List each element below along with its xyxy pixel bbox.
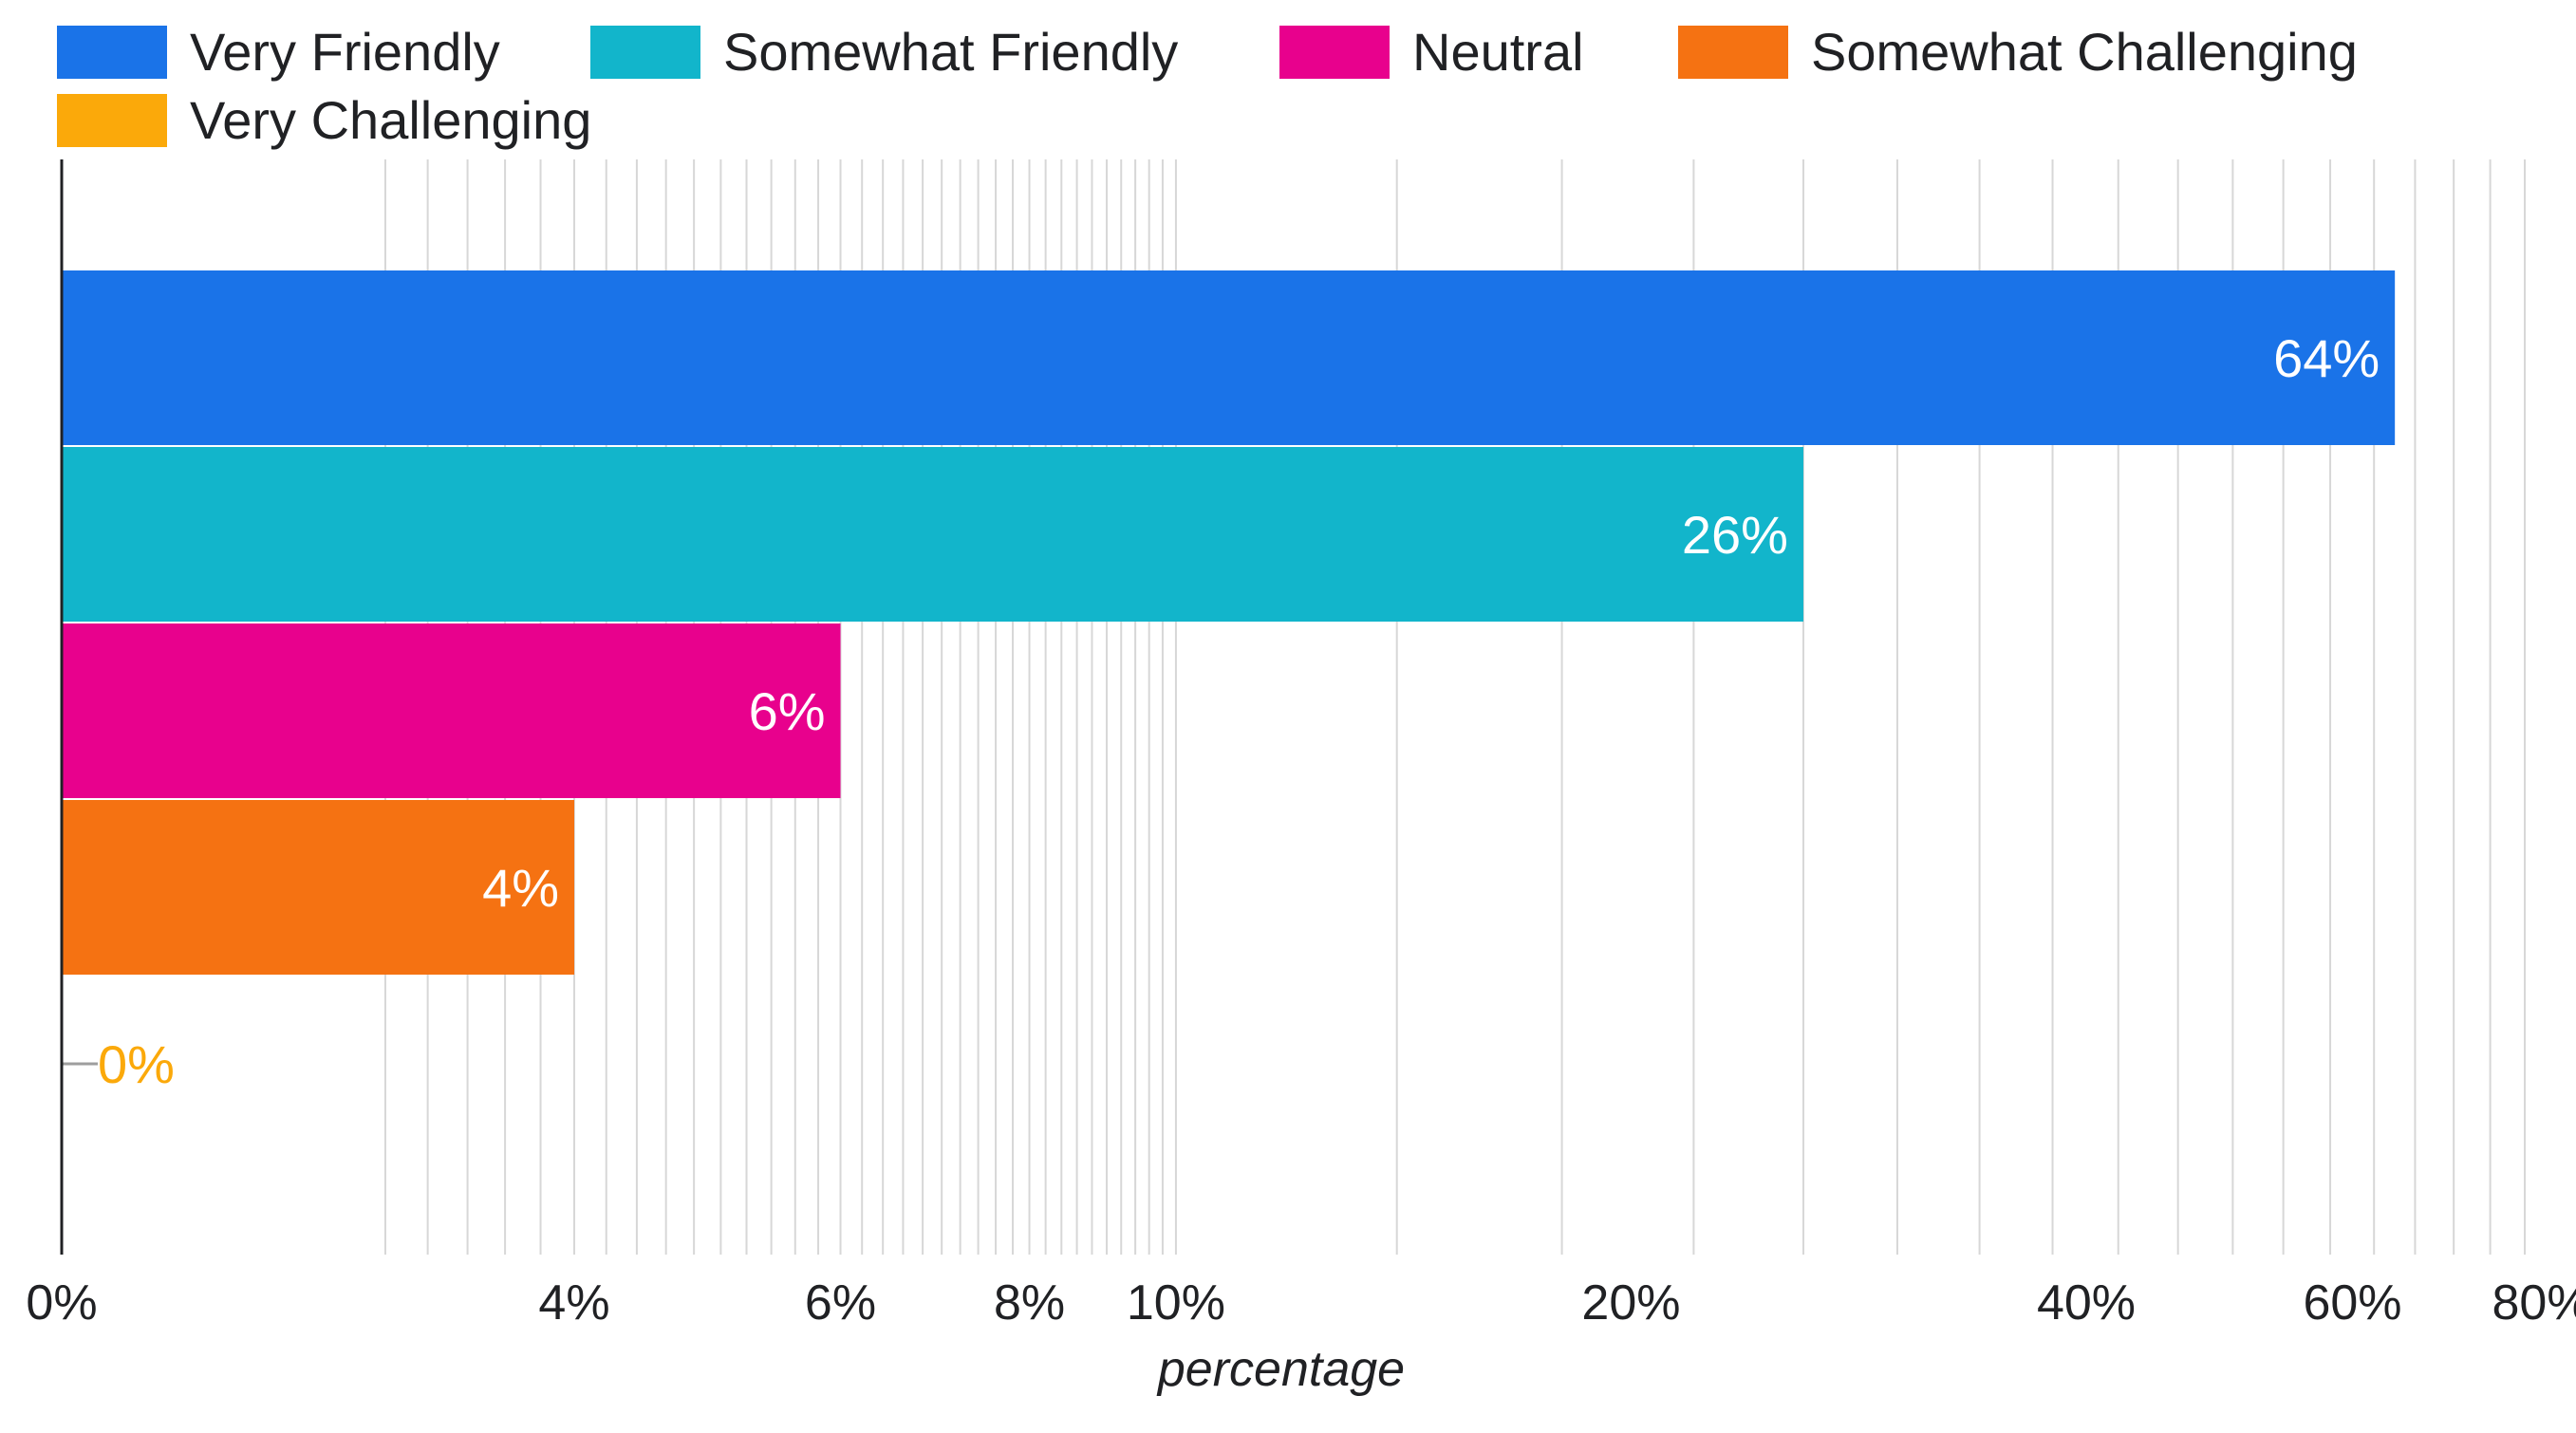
data-labels: 64% 26% 6% 4% 0%	[98, 328, 2380, 1094]
legend-item: Very Challenging	[57, 89, 591, 151]
legend-label: Somewhat Challenging	[1811, 22, 2358, 82]
legend-label: Somewhat Friendly	[723, 22, 1179, 82]
data-label: 0%	[98, 1034, 175, 1094]
legend-swatch	[590, 25, 700, 79]
legend-label: Very Challenging	[190, 90, 592, 150]
legend-swatch	[57, 93, 167, 147]
x-axis-label: percentage	[1156, 1342, 1405, 1397]
legend-item: Neutral	[1279, 21, 1584, 83]
bar-somewhat-friendly	[62, 447, 1803, 622]
data-label: 64%	[2273, 328, 2380, 388]
tick-label: 40%	[2037, 1275, 2136, 1331]
legend-swatch	[1678, 25, 1788, 79]
tick-label: 80%	[2492, 1275, 2576, 1331]
legend-item: Somewhat Challenging	[1678, 21, 2358, 83]
tick-label: 10%	[1127, 1275, 1225, 1331]
legend-label: Neutral	[1412, 22, 1584, 82]
data-label: 4%	[482, 858, 559, 918]
legend-item: Somewhat Friendly	[590, 21, 1178, 83]
tick-label: 6%	[805, 1275, 876, 1331]
bars	[62, 270, 2396, 1066]
tick-label: 8%	[994, 1275, 1065, 1331]
tick-label: 20%	[1581, 1275, 1680, 1331]
data-label: 6%	[749, 681, 826, 741]
bar-neutral	[62, 623, 841, 798]
bar-very-friendly	[62, 270, 2396, 445]
legend-swatch	[1279, 25, 1390, 79]
tick-label: 4%	[538, 1275, 609, 1331]
legend-swatch	[57, 25, 167, 79]
legend-label: Very Friendly	[190, 22, 500, 82]
legend-item: Very Friendly	[57, 21, 500, 83]
bar-somewhat-challenging	[62, 800, 574, 975]
tick-label: 0%	[26, 1275, 97, 1331]
tick-label: 60%	[2303, 1275, 2401, 1331]
x-axis-ticks: 0% 4% 6% 8% 10% 20% 40% 60% 80%	[26, 1275, 2576, 1331]
data-label: 26%	[1682, 505, 1788, 565]
